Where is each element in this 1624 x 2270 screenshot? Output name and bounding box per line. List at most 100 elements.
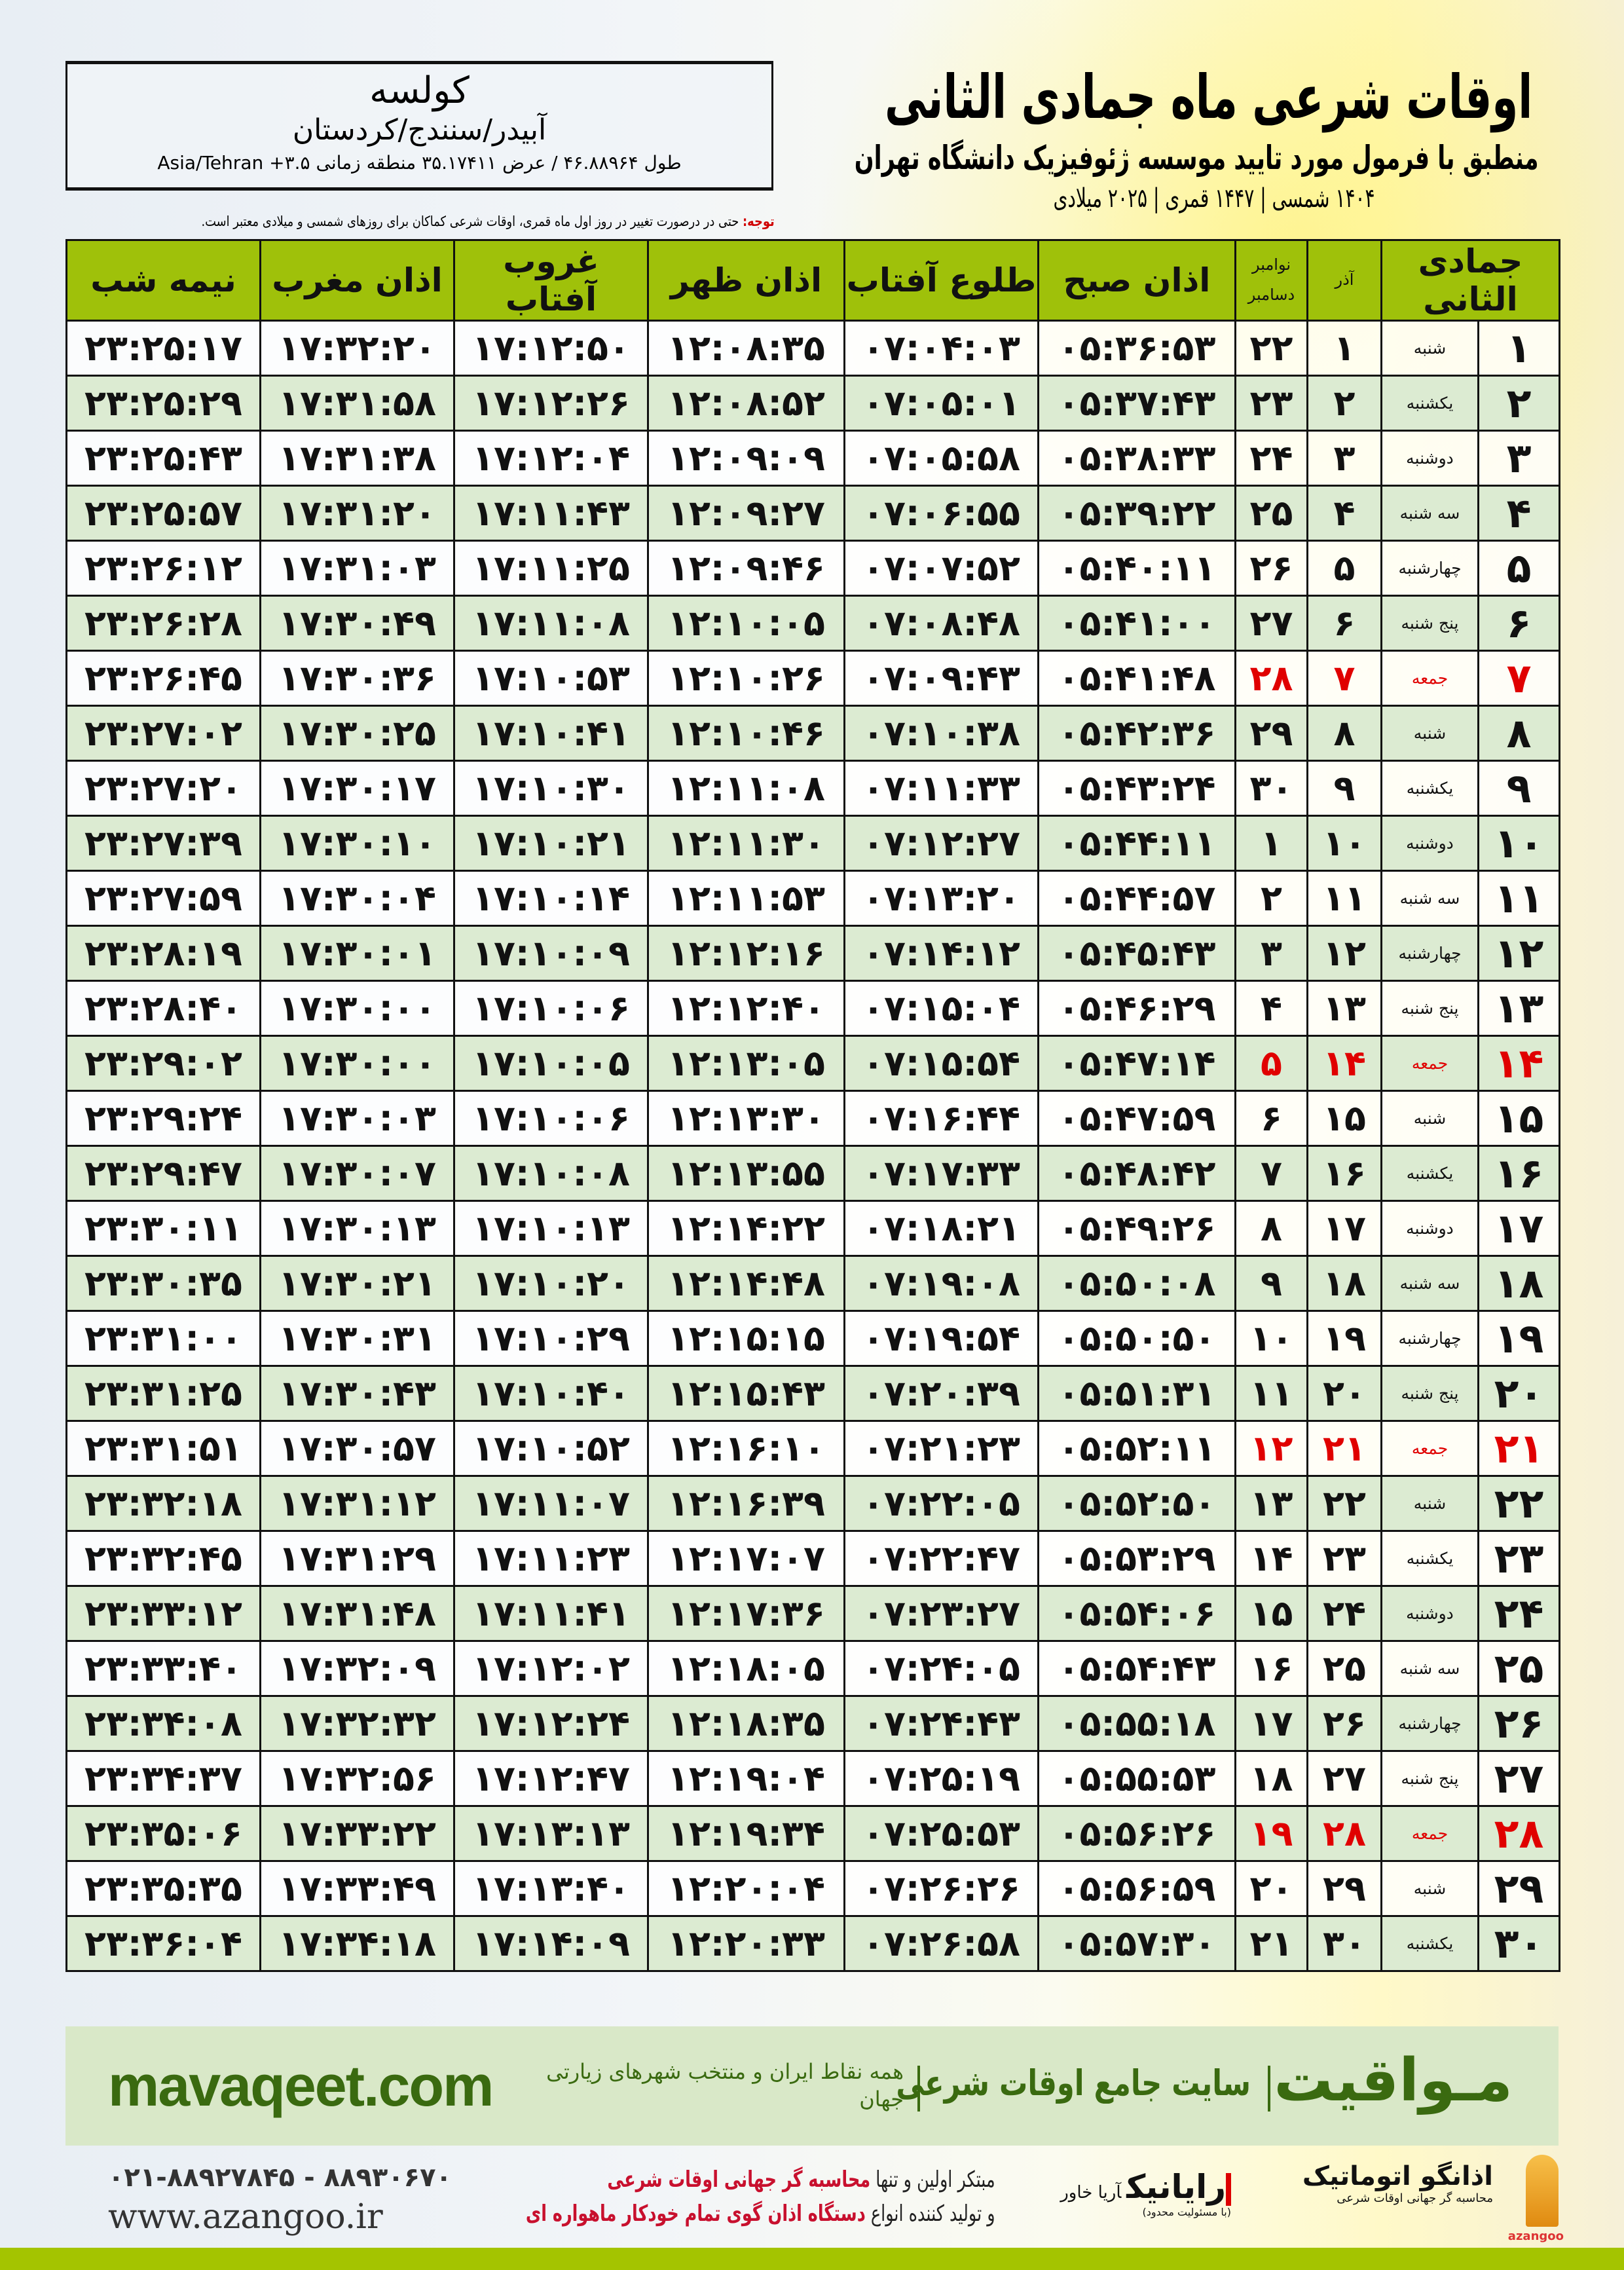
midnight-time: ۲۳:۲۷:۲۰ <box>65 760 261 817</box>
azar-day: ۲۴ <box>1306 1585 1382 1642</box>
fajr-time: ۰۵:۵۴:۴۳ <box>1037 1640 1236 1697</box>
azar-day: ۲۵ <box>1306 1640 1382 1697</box>
hijri-day: ۱ <box>1477 320 1560 377</box>
banner-tagline: سایت جامع اوقات شرعی <box>896 2062 1251 2104</box>
sunset-time: ۱۷:۱۲:۵۰ <box>453 320 649 377</box>
table-row: ۴ سه شنبه ۴ ۲۵ ۰۵:۳۹:۲۲ ۰۷:۰۶:۵۵ ۱۲:۰۹:۲۷ ۱۷:۱۱… <box>65 485 1560 542</box>
weekday: شنبه <box>1380 1475 1479 1532</box>
sunset-time: ۱۷:۱۰:۰۶ <box>453 1090 649 1147</box>
dhuhr-time: ۱۲:۱۳:۰۵ <box>647 1035 845 1092</box>
maghrib-time: ۱۷:۳۰:۰۳ <box>259 1090 455 1147</box>
miladi-day: ۲۰ <box>1234 1860 1308 1917</box>
header-miladi: نوامبر دسامبر <box>1234 239 1308 322</box>
dhuhr-time: ۱۲:۱۲:۱۶ <box>647 925 845 982</box>
weekday: سه شنبه <box>1380 485 1479 542</box>
weekday: سه شنبه <box>1380 1255 1479 1312</box>
weekday: شنبه <box>1380 705 1479 762</box>
ad-text: مبتکر اولین و تنها <box>870 2167 995 2193</box>
sunrise-time: ۰۷:۲۵:۵۳ <box>843 1805 1039 1862</box>
miladi-day: ۸ <box>1234 1200 1308 1257</box>
table-row: ۲۰ پنج شنبه ۲۰ ۱۱ ۰۵:۵۱:۳۱ ۰۷:۲۰:۳۹ ۱۲:۱۵:۴۳ ۱۷… <box>65 1365 1560 1422</box>
azar-day: ۱۷ <box>1306 1200 1382 1257</box>
maghrib-time: ۱۷:۳۰:۳۶ <box>259 650 455 707</box>
azangoo-link[interactable]: www.azangoo.ir <box>108 2197 383 2237</box>
dhuhr-time: ۱۲:۱۰:۰۵ <box>647 595 845 652</box>
miladi-day: ۱۹ <box>1234 1805 1308 1862</box>
hijri-day: ۳۰ <box>1477 1915 1560 1972</box>
sunset-time: ۱۷:۱۰:۱۳ <box>453 1200 649 1257</box>
fajr-time: ۰۵:۴۲:۳۶ <box>1037 705 1236 762</box>
maghrib-time: ۱۷:۳۰:۰۱ <box>259 925 455 982</box>
miladi-day: ۱۰ <box>1234 1310 1308 1367</box>
dhuhr-time: ۱۲:۰۹:۴۶ <box>647 540 845 597</box>
table-row: ۸ شنبه ۸ ۲۹ ۰۵:۴۲:۳۶ ۰۷:۱۰:۳۸ ۱۲:۱۰:۴۶ ۱۷:۱۰:۴۱… <box>65 705 1560 762</box>
maghrib-time: ۱۷:۳۲:۲۰ <box>259 320 455 377</box>
logo-bar-icon <box>1226 2172 1231 2206</box>
hijri-day: ۲۸ <box>1477 1805 1560 1862</box>
dhuhr-time: ۱۲:۱۳:۵۵ <box>647 1145 845 1202</box>
midnight-time: ۲۳:۲۹:۴۷ <box>65 1145 261 1202</box>
midnight-time: ۲۳:۲۶:۲۸ <box>65 595 261 652</box>
sunset-time: ۱۷:۱۲:۲۶ <box>453 375 649 432</box>
weekday: جمعه <box>1380 650 1479 707</box>
hijri-day: ۲۵ <box>1477 1640 1560 1697</box>
sunrise-time: ۰۷:۲۲:۰۵ <box>843 1475 1039 1532</box>
azar-day: ۸ <box>1306 705 1382 762</box>
sunset-time: ۱۷:۱۰:۵۳ <box>453 650 649 707</box>
midnight-time: ۲۳:۲۵:۴۳ <box>65 430 261 487</box>
midnight-time: ۲۳:۲۵:۱۷ <box>65 320 261 377</box>
sunrise-time: ۰۷:۲۵:۱۹ <box>843 1750 1039 1807</box>
sunrise-time: ۰۷:۲۴:۰۵ <box>843 1640 1039 1697</box>
fajr-time: ۰۵:۵۰:۰۸ <box>1037 1255 1236 1312</box>
sunrise-time: ۰۷:۲۶:۵۸ <box>843 1915 1039 1972</box>
header-tolu: طلوع آفتاب <box>843 239 1039 322</box>
sunset-time: ۱۷:۱۳:۴۰ <box>453 1860 649 1917</box>
midnight-time: ۲۳:۳۱:۵۱ <box>65 1420 261 1477</box>
fajr-time: ۰۵:۳۶:۵۳ <box>1037 320 1236 377</box>
mavaqeet-link[interactable]: mavaqeet.com <box>108 2053 494 2118</box>
sunrise-time: ۰۷:۱۳:۲۰ <box>843 870 1039 927</box>
weekday: سه شنبه <box>1380 870 1479 927</box>
header-zohr: اذان ظهر <box>647 239 845 322</box>
fajr-time: ۰۵:۴۸:۴۲ <box>1037 1145 1236 1202</box>
weekday: پنج شنبه <box>1380 595 1479 652</box>
table-row: ۱۱ سه شنبه ۱۱ ۲ ۰۵:۴۴:۵۷ ۰۷:۱۳:۲۰ ۱۲:۱۱:۵۳ ۱۷:۱… <box>65 870 1560 927</box>
hijri-day: ۱۹ <box>1477 1310 1560 1367</box>
dhuhr-time: ۱۲:۱۶:۱۰ <box>647 1420 845 1477</box>
table-row: ۱۲ چهارشنبه ۱۲ ۳ ۰۵:۴۵:۴۳ ۰۷:۱۴:۱۲ ۱۲:۱۲:۱۶ ۱۷:… <box>65 925 1560 982</box>
dhuhr-time: ۱۲:۱۵:۴۳ <box>647 1365 845 1422</box>
fajr-time: ۰۵:۳۷:۴۳ <box>1037 375 1236 432</box>
azar-day: ۳ <box>1306 430 1382 487</box>
dhuhr-time: ۱۲:۱۶:۳۹ <box>647 1475 845 1532</box>
miladi-day: ۱۴ <box>1234 1530 1308 1587</box>
miladi-day: ۲۲ <box>1234 320 1308 377</box>
header-sobh: اذان صبح <box>1037 239 1236 322</box>
ad-highlight: دستگاه اذان گوی تمام خودکار ماهواره ای <box>526 2201 866 2227</box>
sunrise-time: ۰۷:۱۱:۳۳ <box>843 760 1039 817</box>
dhuhr-time: ۱۲:۰۹:۰۹ <box>647 430 845 487</box>
table-row: ۷ جمعه ۷ ۲۸ ۰۵:۴۱:۴۸ ۰۷:۰۹:۴۳ ۱۲:۱۰:۲۶ ۱۷:۱۰:۵۳… <box>65 650 1560 707</box>
midnight-time: ۲۳:۳۳:۴۰ <box>65 1640 261 1697</box>
miladi-day: ۲۸ <box>1234 650 1308 707</box>
page-subtitle: منطبق با فرمول مورد تایید موسسه ژئوفیزیک… <box>855 139 1539 177</box>
sunrise-time: ۰۷:۲۶:۲۶ <box>843 1860 1039 1917</box>
maghrib-time: ۱۷:۳۱:۱۲ <box>259 1475 455 1532</box>
maghrib-time: ۱۷:۳۰:۲۱ <box>259 1255 455 1312</box>
sunset-time: ۱۷:۱۱:۴۳ <box>453 485 649 542</box>
dhuhr-time: ۱۲:۱۴:۴۸ <box>647 1255 845 1312</box>
miladi-day: ۴ <box>1234 980 1308 1037</box>
dhuhr-time: ۱۲:۲۰:۰۴ <box>647 1860 845 1917</box>
azar-day: ۱۹ <box>1306 1310 1382 1367</box>
azar-day: ۱۵ <box>1306 1090 1382 1147</box>
table-row: ۱۳ پنج شنبه ۱۳ ۴ ۰۵:۴۶:۲۹ ۰۷:۱۵:۰۴ ۱۲:۱۲:۴۰ ۱۷:… <box>65 980 1560 1037</box>
midnight-time: ۲۳:۳۴:۳۷ <box>65 1750 261 1807</box>
fajr-time: ۰۵:۴۳:۲۴ <box>1037 760 1236 817</box>
header-ghorub: غروب آفتاب <box>453 239 649 322</box>
miladi-day: ۱۶ <box>1234 1640 1308 1697</box>
dhuhr-time: ۱۲:۱۴:۲۲ <box>647 1200 845 1257</box>
maghrib-time: ۱۷:۳۰:۰۷ <box>259 1145 455 1202</box>
miladi-day: ۱۵ <box>1234 1585 1308 1642</box>
miladi-day: ۱۲ <box>1234 1420 1308 1477</box>
miladi-day: ۷ <box>1234 1145 1308 1202</box>
hijri-day: ۲۴ <box>1477 1585 1560 1642</box>
